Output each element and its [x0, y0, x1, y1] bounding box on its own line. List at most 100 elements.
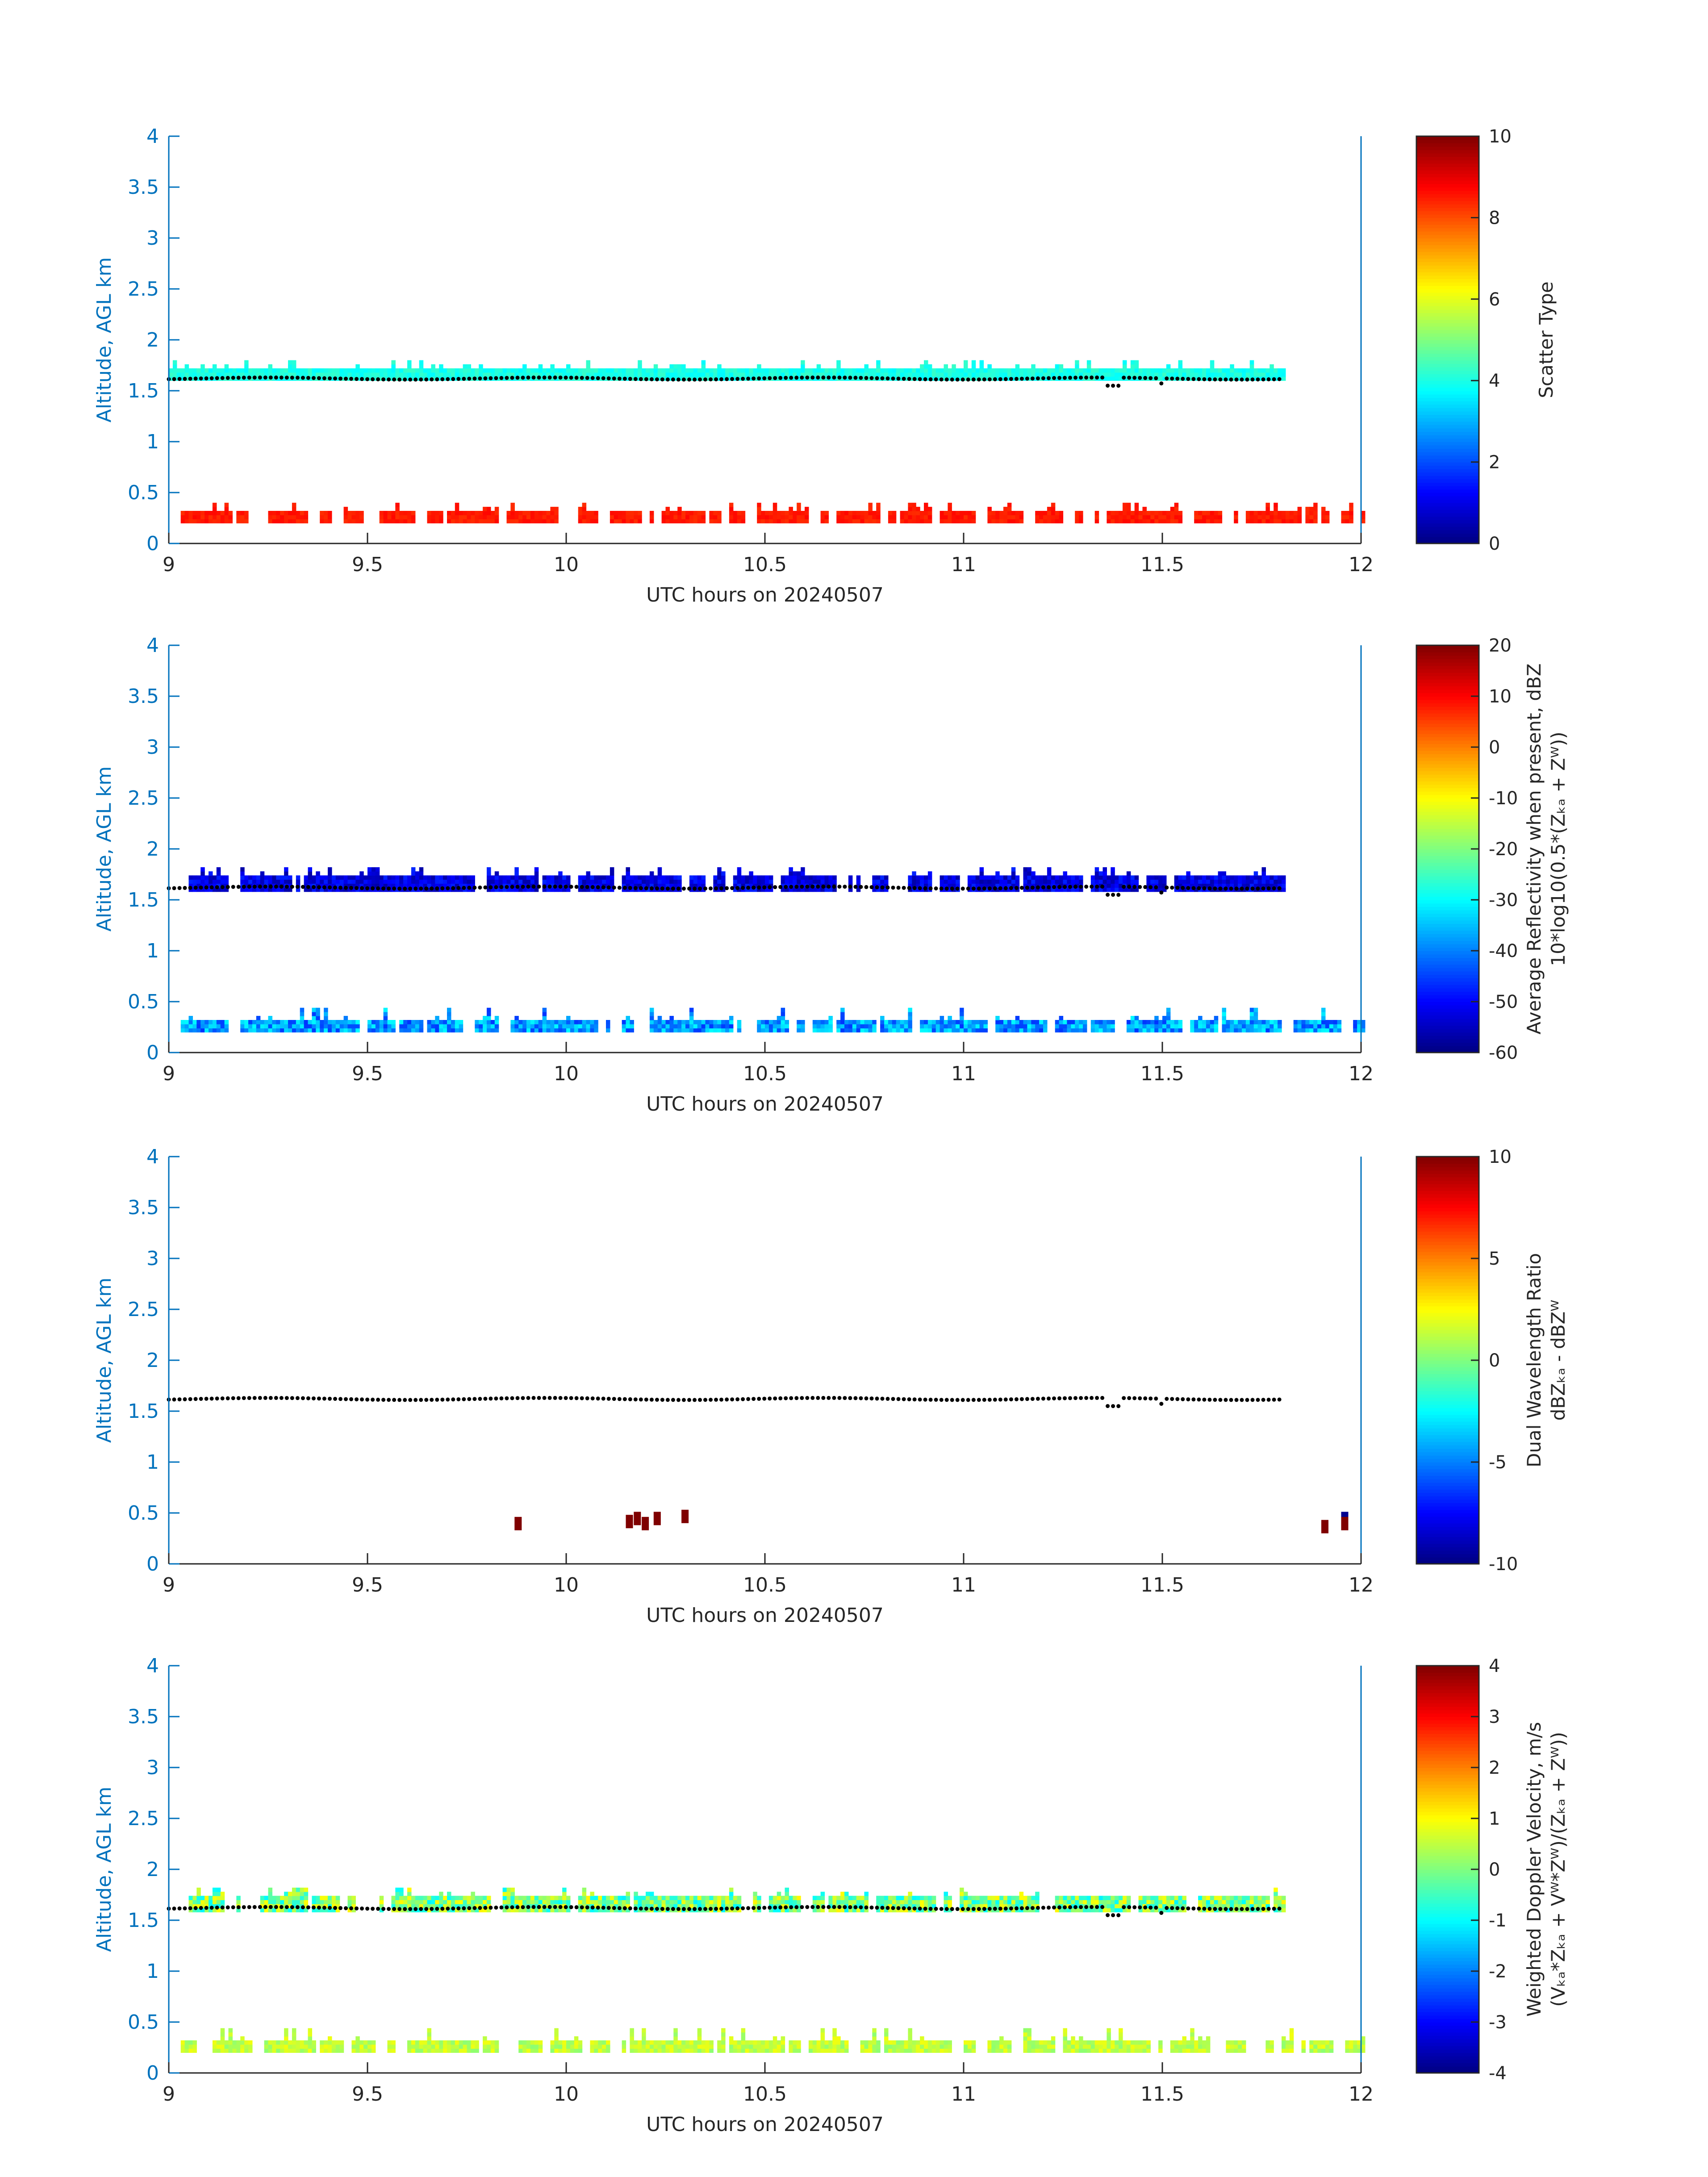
data-cell [1206, 511, 1211, 515]
data-cell [288, 511, 292, 515]
colorbar-segment [1416, 519, 1479, 524]
data-cell [1015, 1024, 1020, 1028]
data-cell [534, 1024, 539, 1028]
colorbar-segment [1416, 1499, 1479, 1503]
data-cell [292, 1900, 296, 1905]
data-cell [514, 1896, 519, 1900]
x-axis-title: UTC hours on 20240507 [646, 584, 884, 606]
colorbar-segment [1416, 652, 1479, 656]
cloud-base-dot [1111, 893, 1115, 897]
data-cell [999, 519, 1004, 523]
data-cell [1023, 1020, 1027, 1024]
colorbar-segment [1416, 716, 1479, 720]
data-cell [964, 376, 968, 381]
cloud-base-dot [843, 1396, 847, 1400]
data-cell [518, 1904, 523, 1909]
data-cell [785, 875, 789, 880]
cloud-base-dot [1186, 886, 1190, 890]
data-cell [765, 519, 769, 523]
data-cell [1249, 515, 1254, 519]
cloud-base-dot [1003, 377, 1008, 381]
data-cell [1146, 368, 1151, 373]
data-cell [284, 879, 288, 884]
y-tick-label: 4 [146, 634, 159, 657]
data-cell [419, 1904, 424, 1909]
data-cell [359, 372, 364, 377]
data-cell [1249, 511, 1254, 515]
data-cell [411, 515, 416, 519]
data-cell [232, 368, 237, 373]
cloud-base-dot [515, 885, 520, 889]
data-cell [685, 372, 690, 377]
colorbar-segment [1416, 1350, 1479, 1354]
data-cell [220, 1896, 225, 1900]
data-cell [1142, 368, 1147, 373]
data-cell [1138, 368, 1143, 373]
data-cell [304, 887, 309, 892]
cloud-base-dot [344, 376, 348, 381]
data-cell [757, 887, 761, 892]
data-cell [920, 364, 924, 369]
data-cell [431, 875, 435, 880]
colorbar-segment [1416, 167, 1479, 171]
data-cell [1102, 372, 1107, 377]
data-cell [677, 506, 682, 511]
data-cell [1158, 1020, 1163, 1024]
data-cell [781, 368, 785, 373]
data-cell [693, 368, 698, 373]
data-cell [1198, 883, 1203, 888]
data-cell [546, 515, 551, 519]
data-cell [335, 368, 340, 373]
cloud-base-dot [440, 1397, 445, 1402]
x-tick-label: 10.5 [743, 553, 787, 576]
colorbar-segment [1416, 468, 1479, 473]
data-cell [880, 879, 885, 884]
data-cell [971, 879, 976, 884]
data-cell [1079, 1028, 1083, 1032]
data-cell [602, 372, 606, 377]
data-cell [773, 506, 777, 511]
data-cell [801, 360, 805, 365]
data-cell [991, 875, 996, 880]
data-cell [785, 1028, 789, 1032]
data-cell [1107, 368, 1111, 373]
data-cell [292, 519, 296, 523]
data-cell [192, 887, 197, 892]
data-cell [506, 519, 511, 523]
data-cell [300, 515, 305, 519]
data-cell [487, 506, 491, 511]
data-cell [1023, 887, 1027, 892]
data-cell [1134, 883, 1139, 888]
colorbar-segment [1416, 428, 1479, 432]
data-cell [550, 883, 555, 888]
data-cell [805, 519, 809, 523]
data-cell [1234, 1028, 1238, 1032]
data-cell [331, 883, 336, 888]
data-cell [216, 372, 221, 377]
data-cell [343, 511, 348, 515]
data-cell [1111, 867, 1115, 872]
data-cell [558, 871, 563, 876]
data-cell [566, 883, 571, 888]
data-cell [1142, 1020, 1147, 1024]
data-cell [1154, 1028, 1159, 1032]
colorbar-segment [1416, 1340, 1479, 1344]
data-cell [900, 368, 905, 373]
data-cell [268, 364, 272, 369]
data-cell [184, 368, 189, 373]
data-cell [836, 519, 841, 523]
data-cell [741, 883, 746, 888]
cloud-base-dot [547, 375, 552, 380]
data-cell [789, 875, 793, 880]
data-cell [192, 1908, 197, 1913]
data-cell [228, 511, 233, 515]
data-cell [1242, 376, 1246, 381]
data-cell [411, 376, 416, 381]
data-cell [510, 519, 515, 523]
data-cell [1178, 364, 1183, 369]
data-cell [665, 1028, 670, 1032]
cloud-base-dot [773, 1396, 777, 1401]
colorbar-segment [1416, 397, 1479, 401]
